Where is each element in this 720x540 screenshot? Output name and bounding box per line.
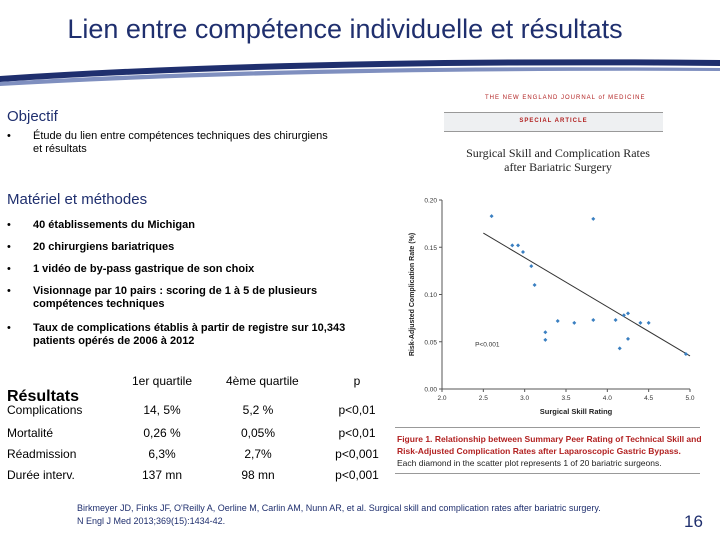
data-point [555, 318, 560, 323]
row-label: Complications [7, 403, 83, 417]
data-point [621, 313, 626, 318]
table-cell: p<0,01 [338, 426, 376, 440]
methodes-item: 40 établissements du Michigan [33, 219, 195, 231]
methodes-heading: Matériel et méthodes [7, 191, 148, 208]
page-number: 16 [684, 512, 703, 531]
article-type-band [444, 112, 663, 132]
data-point [591, 216, 596, 221]
bullet-marker: • [7, 322, 11, 334]
divider [395, 427, 700, 428]
objectif-heading: Objectif [7, 108, 58, 125]
column-header: 1er quartile [131, 374, 193, 388]
methodes-item: 1 vidéo de by-pass gastrique de son choi… [33, 263, 255, 275]
table-cell: p<0,001 [335, 447, 379, 461]
table-cell: 0,05% [240, 426, 276, 440]
column-header: p [353, 374, 361, 388]
data-point [510, 243, 515, 248]
x-tick-label: 3.5 [561, 395, 570, 402]
bullet-marker: • [7, 219, 11, 231]
page-title: Lien entre compétence individuelle et ré… [67, 14, 623, 44]
paper-title: Surgical Skill and Complication Rates af… [440, 146, 676, 174]
methodes-item: 20 chirurgiens bariatriques [33, 241, 175, 253]
trend-line [483, 232, 691, 357]
x-tick-label: 4.5 [644, 395, 653, 402]
figure-label: Figure 1. [397, 434, 433, 444]
table-cell: 6,3% [148, 447, 176, 461]
data-point [532, 283, 537, 288]
bullet-marker: • [7, 241, 11, 253]
x-tick-label: 2.5 [479, 395, 488, 402]
table-cell: 14, 5% [143, 403, 181, 417]
row-label: Durée interv. [7, 468, 75, 482]
methodes-item: Visionnage par 10 pairs : scoring de 1 à… [33, 285, 318, 310]
x-tick-label: 4.0 [603, 395, 612, 402]
table-cell: p<0,01 [338, 403, 376, 417]
x-axis-label: Surgical Skill Rating [540, 407, 613, 416]
header-swoosh [0, 59, 720, 86]
figure-caption-text: Relationship between Summary Peer Rating… [397, 434, 702, 456]
table-cell: 137 mn [141, 468, 183, 482]
bullet-marker: • [7, 285, 11, 297]
paper-title-line: after Bariatric Surgery [504, 160, 612, 174]
y-tick-label: 0.00 [424, 387, 437, 394]
data-point [529, 264, 534, 269]
data-point [489, 214, 494, 219]
table-cell: 5,2 % [242, 403, 274, 417]
column-header: 4ème quartile [226, 374, 299, 388]
y-tick-label: 0.05 [424, 339, 437, 346]
bullet-marker: • [7, 263, 11, 275]
table-cell: 2,7% [244, 447, 272, 461]
y-tick-label: 0.10 [424, 292, 437, 299]
x-tick-label: 5.0 [685, 395, 694, 402]
figure-note: Each diamond in the scatter plot represe… [397, 458, 662, 468]
table-cell: 98 mn [241, 468, 275, 482]
x-tick-label: 3.0 [520, 395, 529, 402]
row-label: Mortalité [7, 426, 54, 440]
data-point [638, 320, 643, 325]
resultats-heading: Résultats [7, 388, 80, 405]
results-table: 1er quartile 4ème quartile p Complicatio… [0, 374, 400, 484]
data-point [591, 318, 596, 323]
table-cell: p<0,001 [335, 468, 379, 482]
data-point [521, 249, 526, 254]
data-point [543, 330, 548, 335]
y-axis-label: Risk-Adjusted Complication Rate (%) [409, 233, 416, 356]
row-label: Réadmission [7, 447, 77, 461]
data-point [626, 336, 630, 341]
data-point [516, 243, 521, 248]
reference-line: N Engl J Med 2013;369(15):1434-42. [77, 516, 226, 526]
y-tick-label: 0.20 [424, 198, 437, 205]
objectif-item: Étude du lien entre compétences techniqu… [33, 130, 328, 155]
data-point [543, 337, 548, 342]
p-value-annotation: P<0.001 [475, 341, 500, 348]
divider [395, 473, 700, 474]
data-point [646, 320, 651, 325]
figure-caption: Figure 1. Relationship between Summary P… [397, 433, 702, 469]
scatter-chart: 0.00 0.05 0.10 0.15 0.20 2.0 2.5 3.0 3.5 4.0 4.5 5.… [409, 198, 695, 417]
methodes-item: Taux de complications établis à partir d… [33, 322, 346, 347]
y-tick-label: 0.15 [424, 245, 437, 252]
journal-name: THE NEW ENGLAND JOURNAL of MEDICINE [485, 95, 646, 101]
data-point [572, 320, 577, 325]
data-point [683, 352, 688, 357]
bullet-marker: • [7, 130, 11, 142]
x-tick-label: 2.0 [437, 395, 446, 402]
data-point [613, 318, 618, 323]
table-cell: 0,26 % [143, 426, 181, 440]
article-type: SPECIAL ARTICLE [519, 118, 588, 124]
paper-title-line: Surgical Skill and Complication Rates [466, 146, 650, 160]
data-point [626, 311, 630, 316]
data-point [617, 346, 622, 351]
reference: Birkmeyer JD, Finks JF, O'Reilly A, Oerl… [77, 502, 657, 528]
reference-line: Birkmeyer JD, Finks JF, O'Reilly A, Oerl… [77, 503, 601, 513]
